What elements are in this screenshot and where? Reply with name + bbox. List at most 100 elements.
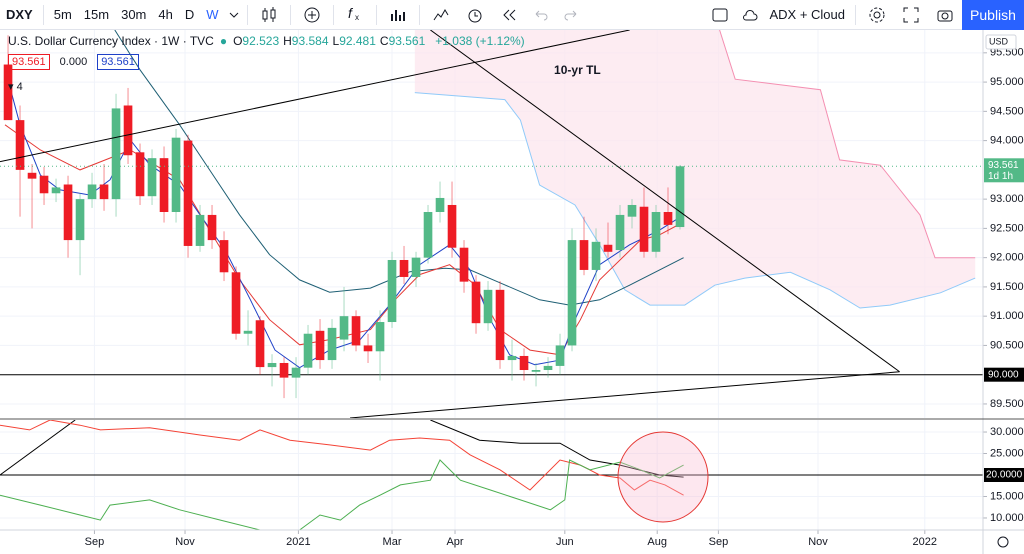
redo-icon[interactable]	[562, 6, 580, 24]
candle-body	[195, 214, 205, 246]
candle-body	[423, 212, 433, 258]
candle-body	[267, 362, 277, 368]
candle-body	[3, 64, 13, 121]
separator	[246, 4, 248, 25]
change: +1.038 (+1.12%)	[435, 34, 525, 48]
candle-body	[411, 257, 421, 277]
separator	[855, 4, 856, 25]
candle-body	[447, 204, 457, 248]
candle-body	[351, 316, 361, 346]
candle-body	[27, 172, 37, 179]
panel	[0, 30, 983, 418]
alert-icon[interactable]	[466, 6, 484, 24]
candle-body	[243, 330, 253, 334]
y-tick-label: 10.0000	[990, 512, 1024, 524]
separator	[289, 4, 291, 25]
camera-icon[interactable]	[936, 6, 954, 24]
y-tick-label: 91.500	[990, 281, 1024, 293]
ohlc-key: H	[283, 34, 292, 48]
candle-body	[507, 355, 517, 361]
candles-icon[interactable]	[260, 6, 278, 24]
candle-body	[99, 184, 109, 200]
indicator-inputs: 93.561 0.000 93.561	[8, 54, 139, 70]
y-tick-label: 94.000	[990, 135, 1024, 147]
x-tick-label: Nov	[175, 536, 195, 548]
cloud-edge	[414, 92, 976, 309]
hidden-indicators[interactable]: ▾ 4	[8, 81, 23, 93]
candle-body	[591, 241, 601, 270]
candle-body	[315, 330, 325, 361]
cloud-icon[interactable]	[741, 6, 759, 24]
y-tick-label: 92.500	[990, 222, 1024, 234]
y-tick-label: 25.0000	[990, 447, 1024, 459]
candle-body	[171, 137, 181, 213]
hline-badge	[984, 367, 1024, 382]
ohlc-key: C	[379, 34, 389, 48]
svg-text:x: x	[355, 13, 359, 22]
input-value: 0.000	[59, 56, 88, 68]
dropdown-icon[interactable]	[225, 6, 243, 24]
hline-badge-label: 20.0000	[986, 470, 1023, 481]
ohlc-value: 93.584	[291, 34, 329, 48]
indicator-line	[0, 459, 684, 530]
layout-icon[interactable]	[711, 6, 729, 24]
settings-icon[interactable]	[868, 6, 886, 24]
candle-body	[291, 367, 301, 378]
interval[interactable]: 15m	[83, 7, 110, 22]
y-tick-label: 90.500	[990, 339, 1024, 351]
separator	[375, 4, 377, 25]
annotation-circle	[617, 431, 709, 523]
candle-body	[579, 240, 589, 270]
indicator-template[interactable]: ADX + Cloud	[769, 7, 845, 22]
fullscreen-icon[interactable]	[902, 6, 920, 24]
y-tick-label: 89.500	[990, 398, 1024, 410]
y-tick-label: 93.000	[990, 193, 1024, 205]
candle-body	[123, 105, 133, 156]
candle-body	[15, 120, 25, 170]
compare-icon[interactable]	[389, 6, 407, 24]
templates-icon[interactable]	[432, 6, 450, 24]
candle-body	[615, 214, 625, 251]
candle-body	[639, 206, 649, 252]
candle-body	[339, 316, 349, 340]
y-tick-label: 15.0000	[990, 490, 1024, 502]
candle-body	[531, 370, 541, 372]
interval[interactable]: 4h	[158, 7, 173, 22]
toolbar-right: ADX + Cloud Publish	[703, 0, 1024, 30]
y-tick-label: 92.000	[990, 252, 1024, 264]
trend-line	[0, 30, 630, 163]
ohlc-value: 92.481	[339, 34, 376, 48]
add-icon[interactable]	[303, 6, 321, 24]
candle-body	[159, 158, 169, 213]
symbol[interactable]: DXY	[6, 7, 33, 22]
interval[interactable]: D	[184, 7, 195, 22]
interval-active[interactable]: W	[206, 7, 219, 22]
candle-body	[567, 240, 577, 346]
hline-badge	[984, 468, 1024, 482]
series-title: U.S. Dollar Currency Index · 1W · TVC	[8, 34, 214, 48]
candle-body	[363, 345, 373, 352]
candle-body	[483, 289, 493, 324]
interval[interactable]: 30m	[121, 7, 147, 22]
panel	[0, 420, 983, 530]
replay-icon[interactable]	[500, 6, 518, 24]
candle-body	[603, 244, 613, 252]
moving-average	[114, 30, 684, 306]
candle-body	[471, 281, 481, 324]
candle-body	[459, 247, 469, 282]
candle-body	[183, 140, 193, 246]
hidden-count: 4	[16, 81, 23, 93]
candle-body	[663, 212, 673, 225]
price-badge	[984, 158, 1024, 183]
publish-button[interactable]: Publish	[962, 0, 1024, 30]
separator	[418, 4, 420, 25]
candle-body	[111, 108, 121, 200]
undo-icon[interactable]	[532, 6, 550, 24]
candle-body	[147, 158, 157, 197]
candle-body	[231, 272, 241, 334]
legend-header: U.S. Dollar Currency Index · 1W · TVC ● …	[8, 34, 525, 48]
candle-body	[219, 240, 229, 273]
interval[interactable]: 5m	[53, 7, 72, 22]
